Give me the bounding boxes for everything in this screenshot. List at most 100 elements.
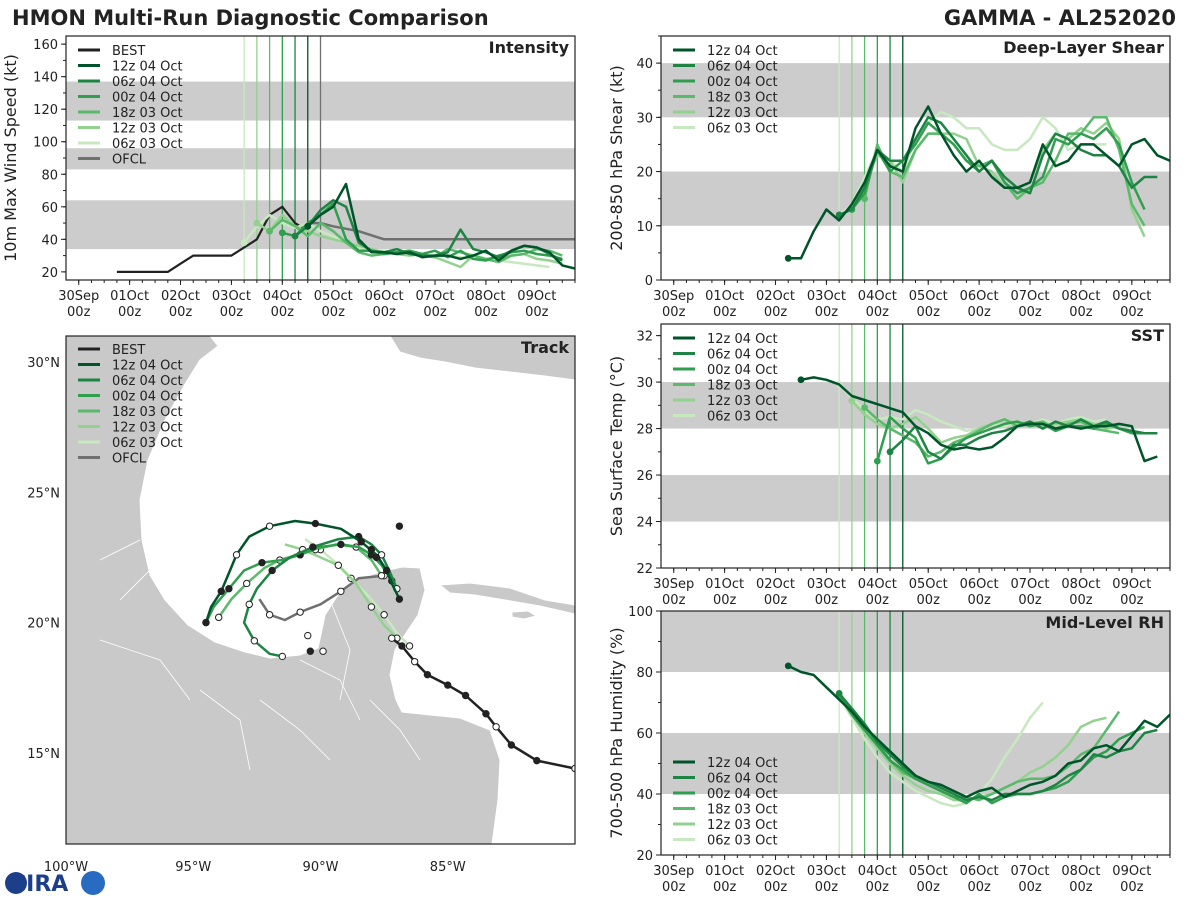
track-position-marker (304, 631, 312, 640)
rh-xtick-hour: 00z (967, 880, 991, 895)
track-line-12z-04-oct (204, 519, 401, 623)
rh-xtick-hour: 00z (662, 880, 686, 895)
rh-init-marker-06z-04-oct (835, 689, 843, 697)
track-legend-label-12z-04-oct: 12z 04 Oct (112, 359, 183, 374)
intensity-xtick-hour: 00z (67, 305, 91, 320)
shear-legend-label-06z-03-oct: 06z 03 Oct (707, 122, 778, 137)
rh-xtick-hour: 00z (1120, 880, 1144, 895)
sst-ytick-label: 22 (636, 562, 653, 577)
track-position-marker (395, 522, 404, 530)
track-position-marker (377, 571, 386, 580)
rh-xtick-hour: 00z (815, 880, 839, 895)
rh-series-00z-04-oct (838, 695, 1146, 805)
track-position-marker (268, 566, 276, 575)
intensity-xtick-day: 01Oct (110, 289, 149, 304)
sst-plot-background (661, 324, 1170, 568)
sst-xtick-hour: 00z (1018, 593, 1042, 608)
shear-xtick-hour: 00z (866, 305, 890, 320)
track-lat-label: 25°N (27, 486, 60, 501)
intensity-legend-label-06z-04-oct: 06z 04 Oct (112, 75, 183, 90)
track-position-marker (217, 587, 225, 596)
track-position-marker (245, 600, 253, 609)
shear-xtick-day: 06Oct (960, 289, 999, 304)
sst-init-marker-00z-04-oct (873, 457, 881, 465)
sst-init-marker-12z-04-oct (797, 376, 805, 384)
sst-init-marker-18z-03-oct (861, 404, 868, 412)
track-border-5 (259, 699, 331, 761)
cira-logo: CIRA (5, 871, 105, 897)
track-land-0 (66, 336, 501, 844)
track-panel: 100°W 95°W 90°W 85°W 30°N 25°N 20°N 15°N Track BE… (27, 335, 576, 875)
intensity-ytick-label: 20 (41, 266, 58, 281)
track-position-marker (278, 652, 287, 661)
sst-xtick-day: 08Oct (1061, 577, 1100, 592)
intensity-legend-label-12z-03-oct: 12z 03 Oct (112, 122, 183, 137)
rh-init-marker-12z-04-oct (784, 662, 792, 670)
intensity-xtick-hour: 00z (169, 305, 193, 320)
shear-shaded-band (661, 63, 1170, 118)
track-position-marker (410, 657, 419, 666)
rh-xtick-hour: 00z (713, 880, 737, 895)
track-position-marker (242, 579, 251, 588)
cira-logo-text: CIRA (10, 872, 68, 897)
sst-xtick-day: 07Oct (1011, 577, 1050, 592)
sst-xtick-hour: 00z (815, 593, 839, 608)
intensity-xtick-day: 07Oct (416, 289, 455, 304)
track-position-marker (309, 543, 317, 551)
shear-xtick-day: 08Oct (1061, 289, 1100, 304)
intensity-ytick-label: 140 (33, 71, 58, 86)
intensity-xtick-hour: 00z (220, 305, 244, 320)
shear-xtick-day: 09Oct (1112, 289, 1151, 304)
rh-shaded-band (661, 611, 1170, 672)
track-line-06z-04-oct (242, 535, 399, 658)
track-border-6 (299, 659, 361, 721)
intensity-xtick-day: 06Oct (365, 289, 404, 304)
track-position-marker (367, 545, 376, 554)
track-lat-label: 30°N (27, 356, 60, 371)
intensity-init-marker-06z-04-oct (291, 232, 299, 240)
sst-xtick-hour: 00z (662, 593, 686, 608)
intensity-xtick-day: 30Sep (58, 289, 99, 304)
sst-legend-label-06z-03-oct: 06z 03 Oct (707, 410, 778, 425)
track-border-3 (99, 639, 191, 701)
rh-xtick-day: 07Oct (1011, 864, 1050, 879)
intensity-xtick-hour: 00z (525, 305, 549, 320)
sst-xtick-day: 05Oct (909, 577, 948, 592)
track-position-marker (306, 647, 315, 655)
track-lon-label: 85°W (430, 860, 466, 875)
sst-legend-label-12z-03-oct: 12z 03 Oct (707, 394, 778, 409)
intensity-ytick-label: 160 (33, 38, 58, 53)
rh-xtick-hour: 00z (917, 880, 941, 895)
track-land-1 (389, 336, 575, 381)
sst-init-marker-06z-04-oct (886, 448, 894, 456)
track-land-3 (511, 610, 538, 620)
track-legend-label-ofcl: OFCL (112, 452, 147, 467)
shear-legend-label-06z-04-oct: 06z 04 Oct (707, 60, 778, 75)
intensity-legend-label-18z-03-oct: 18z 03 Oct (112, 106, 183, 121)
sst-xtick-day: 06Oct (960, 577, 999, 592)
track-position-marker (265, 522, 274, 530)
shear-legend-label-12z-03-oct: 12z 03 Oct (707, 106, 778, 121)
intensity-xtick-hour: 00z (474, 305, 498, 320)
track-position-marker (372, 553, 381, 562)
track-position-marker (461, 691, 470, 700)
sst-panel-title: SST (1131, 326, 1164, 345)
shear-shaded-band (661, 171, 1170, 226)
sst-legend-label-00z-04-oct: 00z 04 Oct (707, 363, 778, 378)
track-position-marker (507, 741, 516, 749)
shear-xtick-hour: 00z (764, 305, 788, 320)
track-position-marker (265, 611, 274, 619)
rh-ytick-label: 20 (636, 849, 653, 864)
track-series-group (202, 519, 575, 773)
intensity-init-marker-12z-03-oct (253, 219, 261, 227)
shear-xtick-hour: 00z (917, 305, 941, 320)
rh-xtick-day: 05Oct (909, 864, 948, 879)
sst-xtick-hour: 00z (866, 593, 890, 608)
sst-legend-label-12z-04-oct: 12z 04 Oct (707, 332, 778, 347)
track-position-marker (492, 723, 500, 731)
track-position-marker (380, 611, 388, 619)
shear-xtick-hour: 00z (815, 305, 839, 320)
